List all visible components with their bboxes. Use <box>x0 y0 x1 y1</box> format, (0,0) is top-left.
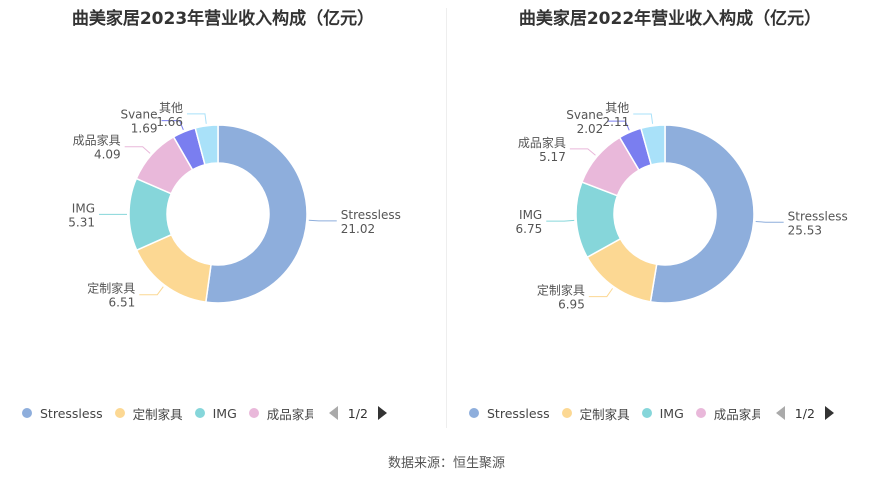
leader-line <box>755 220 784 223</box>
legend-item[interactable]: 成品家具 <box>248 404 313 423</box>
slice-label: 成品家具 <box>518 135 566 150</box>
slice-label: IMG <box>519 208 542 222</box>
slice-value-label: 5.31 <box>68 215 95 229</box>
chart-panel-2023: 曲美家居2023年营业收入构成（亿元） Stressless 21.02 定制家具 6… <box>0 0 446 440</box>
slice-value-label: 6.51 <box>109 296 136 310</box>
leader-line <box>308 219 337 222</box>
slice-value-label: 2.02 <box>577 122 604 136</box>
legend-label: IMG <box>659 405 684 421</box>
legend-item[interactable]: Stressless <box>469 406 550 421</box>
legend-swatch <box>695 408 706 418</box>
legend-swatch <box>561 408 572 418</box>
legend-pager: 1/2 <box>775 405 834 421</box>
legend-item[interactable]: 定制家具 <box>561 404 630 423</box>
legend-label: Stressless <box>40 405 103 421</box>
leader-line <box>588 288 614 298</box>
legend-label: Stressless <box>487 405 550 421</box>
legend-swatch <box>194 408 205 418</box>
legend-label: 成品家具 <box>266 406 313 422</box>
slice-label: 定制家具 <box>87 281 135 296</box>
pager-prev-icon[interactable] <box>328 406 338 420</box>
pager-page: 1/2 <box>794 405 815 421</box>
slice-value-label: 21.02 <box>341 222 375 236</box>
panel-divider <box>446 8 447 428</box>
slice-value-label: 4.09 <box>94 148 121 162</box>
legend-swatch <box>248 408 259 418</box>
legend-swatch <box>469 408 479 418</box>
donut-slice[interactable] <box>649 124 755 304</box>
leader-line <box>161 120 184 131</box>
leader-line <box>569 148 596 156</box>
slice-label: 其他 <box>159 101 183 115</box>
slice-label: 其他 <box>605 101 629 115</box>
leader-line <box>186 113 207 124</box>
slice-value-label: 2.11 <box>603 115 630 129</box>
slice-label: Svane <box>566 108 603 122</box>
leader-line <box>607 120 630 131</box>
legend-item[interactable]: IMG <box>641 405 684 421</box>
chart-legend: Stressless 定制家具 IMG 成品家具 1/2 <box>22 403 387 423</box>
slice-value-label: 5.17 <box>539 150 566 164</box>
slice-label: 定制家具 <box>537 283 585 298</box>
data-source-note: 数据来源：恒生聚源 <box>387 456 505 471</box>
slice-label: IMG <box>72 201 95 215</box>
slice-label: Svane <box>120 108 157 122</box>
pager-prev-icon[interactable] <box>775 406 785 420</box>
legend-label: 成品家具 <box>713 406 760 422</box>
pager-page: 1/2 <box>347 405 368 421</box>
slice-value-label: 6.95 <box>558 298 585 312</box>
donut-slice[interactable] <box>640 124 666 166</box>
pager-next-icon[interactable] <box>824 406 834 420</box>
pager-next-icon[interactable] <box>377 406 387 420</box>
donut-slice[interactable] <box>204 124 308 304</box>
legend-label: 定制家具 <box>579 406 630 422</box>
chart-title: 曲美家居2023年营业收入构成（亿元） <box>71 9 375 29</box>
leader-line <box>124 146 151 154</box>
legend-item[interactable]: 定制家具 <box>114 404 183 423</box>
legend-item[interactable]: 成品家具 <box>695 404 760 423</box>
leader-line <box>139 286 164 296</box>
legend-label: 定制家具 <box>132 406 183 422</box>
slice-value-label: 25.53 <box>788 223 822 237</box>
slice-value-label: 6.75 <box>516 222 543 236</box>
slice-label: 成品家具 <box>73 133 121 148</box>
legend-swatch <box>641 408 652 418</box>
legend-item[interactable]: IMG <box>194 405 237 421</box>
chart-title: 曲美家居2022年营业收入构成（亿元） <box>518 9 822 29</box>
leader-line <box>633 113 654 124</box>
slice-label: Stressless <box>341 208 401 222</box>
chart-panel-2022: 曲美家居2022年营业收入构成（亿元） Stressless 25.53 定制家具 6… <box>447 0 893 440</box>
legend-label: IMG <box>212 405 237 421</box>
legend-swatch <box>22 408 32 418</box>
slice-label: Stressless <box>788 209 848 223</box>
legend-item[interactable]: Stressless <box>22 406 103 421</box>
legend-pager: 1/2 <box>328 405 387 421</box>
leader-line <box>546 219 575 222</box>
donut-slice[interactable] <box>194 124 219 166</box>
slice-value-label: 1.66 <box>156 115 183 129</box>
slice-value-label: 1.69 <box>131 122 158 136</box>
legend-swatch <box>114 408 125 418</box>
chart-legend: Stressless 定制家具 IMG 成品家具 1/2 <box>469 403 834 423</box>
